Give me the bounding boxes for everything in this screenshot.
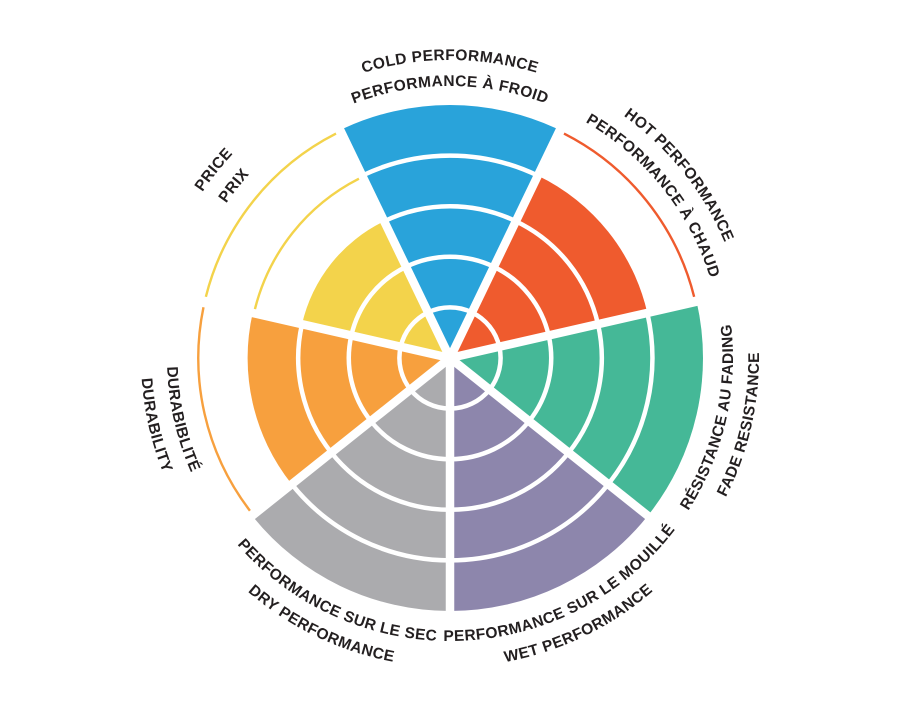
sector-wedge-cold-performance — [340, 105, 560, 358]
ring-divider-fade-resistance-4 — [606, 312, 655, 486]
ring-divider-wet-performance-3 — [449, 451, 571, 513]
unfilled-ring-arc-price-5 — [204, 132, 337, 298]
sector-wedge-wet-performance — [450, 358, 648, 611]
sector-label-hot-performance-line1: HOT PERFORMANCE — [621, 105, 737, 244]
ring-divider-hot-performance-2 — [492, 264, 551, 336]
unfilled-ring-arc-price-4 — [253, 177, 360, 310]
unfilled-ring-arc-durability-5 — [197, 306, 251, 512]
sector-divider-line — [333, 122, 454, 360]
ring-divider-dry-performance-4 — [289, 482, 451, 563]
ring-divider-fade-resistance-3 — [566, 323, 604, 455]
ring-divider-price-2 — [349, 264, 408, 336]
sector-divider-line — [449, 296, 704, 363]
sector-divider-line — [244, 354, 453, 523]
sector-wedge-dry-performance — [252, 358, 450, 611]
sector-wedge-fade-resistance — [450, 301, 703, 516]
sector-label-cold-performance-line1: COLD PERFORMANCE — [360, 47, 541, 77]
ring-divider-cold-performance-2 — [405, 254, 495, 269]
ring-divider-durability-2 — [346, 334, 373, 423]
sector-divider-line — [446, 122, 567, 360]
ring-divider-hot-performance-3 — [514, 219, 601, 325]
ring-divider-cold-performance-3 — [383, 203, 517, 224]
ring-divider-dry-performance-3 — [329, 451, 451, 513]
ring-divider-dry-performance-2 — [369, 419, 451, 462]
ring-divider-fade-resistance-2 — [527, 334, 554, 423]
ring-divider-cold-performance-4 — [361, 153, 539, 178]
sector-label-cold-performance-line2: PERFORMANCE À FROID — [349, 73, 551, 107]
sector-divider-line — [196, 296, 451, 363]
unfilled-ring-arc-hot-performance-5 — [563, 132, 696, 298]
ring-divider-wet-performance-4 — [449, 482, 611, 563]
sector-wedge-hot-performance — [450, 175, 648, 358]
ring-divider-durability-3 — [296, 323, 334, 455]
sector-divider-line — [447, 354, 656, 523]
ring-divider-wet-performance-2 — [449, 419, 531, 462]
